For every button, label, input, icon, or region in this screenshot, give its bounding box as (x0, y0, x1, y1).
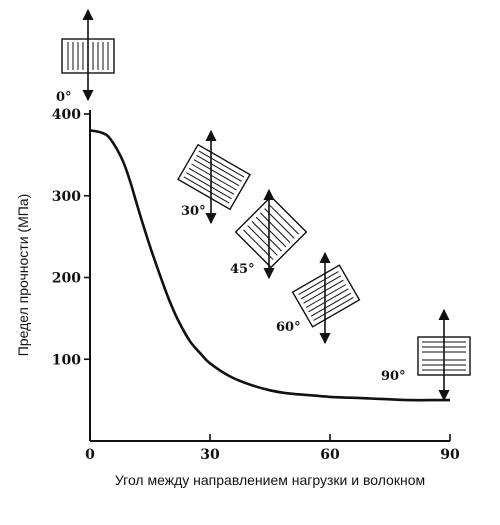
specimen-45deg (234, 195, 308, 269)
specimen-60deg (291, 264, 361, 328)
x-tick-label: 90 (440, 447, 460, 463)
y-tick-label: 300 (52, 189, 81, 205)
y-tick-label: 400 (52, 107, 81, 123)
angle-label-0: 0° (56, 90, 72, 105)
specimen-30deg (177, 143, 251, 211)
angle-label-60: 60° (276, 320, 301, 335)
x-tick-label: 60 (320, 447, 340, 463)
strength-curve (89, 129, 450, 402)
x-axis-title: Угол между направлением нагрузки и волок… (115, 472, 425, 488)
x-tick-label: 0 (85, 447, 95, 463)
angle-label-90: 90° (381, 369, 406, 384)
x-tick-label: 30 (200, 447, 220, 463)
angle-label-30: 30° (181, 204, 206, 219)
y-tick-label: 200 (52, 271, 81, 287)
y-axis-title: Предел прочности (МПа) (15, 194, 31, 357)
angle-label-45: 45° (230, 262, 255, 277)
y-tick-label: 100 (52, 352, 81, 368)
